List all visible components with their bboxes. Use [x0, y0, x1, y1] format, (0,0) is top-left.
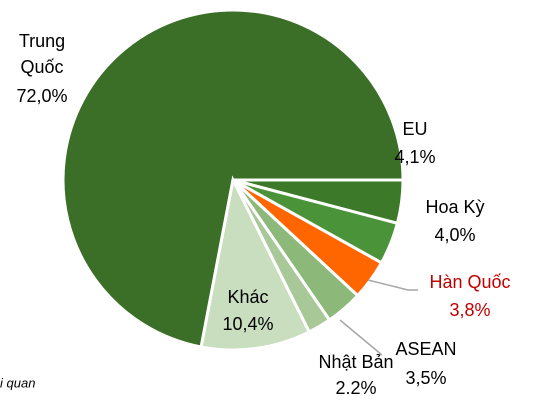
category-label: Hàn Quốc — [429, 272, 510, 292]
category-label: Hoa Kỳ — [425, 197, 484, 217]
pie — [61, 8, 405, 352]
value-label: 3,5% — [405, 368, 446, 388]
value-label: 3,8% — [449, 300, 490, 320]
leader-line — [367, 279, 418, 291]
slice — [199, 175, 312, 352]
leader-line — [339, 319, 383, 356]
category-label: EU — [402, 119, 427, 139]
value-label: 10,4% — [222, 314, 273, 334]
source-note: i quan — [0, 375, 35, 390]
value-label: 4,1% — [394, 147, 435, 167]
category-label: Trung Quốc — [19, 31, 65, 77]
value-label: 72,0% — [16, 86, 67, 106]
value-label: 2.2% — [335, 378, 376, 398]
value-label: 4,0% — [434, 225, 475, 245]
labels: Trung Quốc 72,0% EU 4,1% Hoa Kỳ 4,0% Hàn Quốc 3,… — [16, 31, 510, 398]
category-label: ASEAN — [395, 339, 456, 359]
category-label: Khác — [227, 287, 268, 307]
category-label: Nhật Bản — [318, 352, 393, 372]
